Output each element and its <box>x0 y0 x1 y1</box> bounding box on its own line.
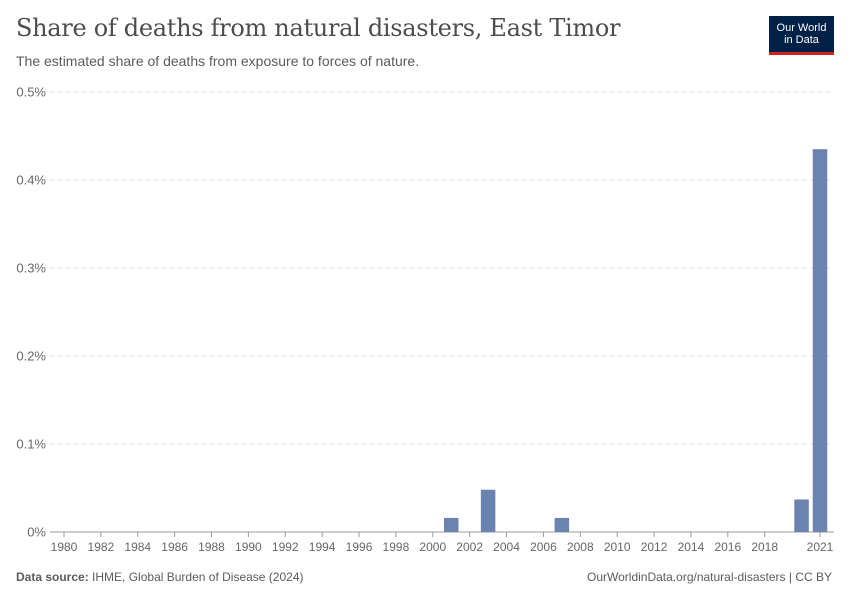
y-tick-label: 0% <box>27 525 46 540</box>
source-url[interactable]: OurWorldinData.org/natural-disasters | C… <box>587 570 832 584</box>
x-tick-label: 1980 <box>51 540 78 554</box>
chart-subtitle: The estimated share of deaths from expos… <box>16 53 420 69</box>
y-tick-label: 0.5% <box>16 85 46 100</box>
data-source-text[interactable]: IHME, Global Burden of Disease (2024) <box>92 570 304 584</box>
x-tick-label: 2012 <box>641 540 668 554</box>
bar-2021 <box>812 149 828 532</box>
y-tick-label: 0.1% <box>16 437 46 452</box>
x-tick-label: 1996 <box>346 540 373 554</box>
x-tick-label: 2010 <box>604 540 631 554</box>
bar-2003 <box>480 489 496 532</box>
x-tick-label: 2016 <box>714 540 741 554</box>
x-tick-label: 2006 <box>530 540 557 554</box>
owid-logo[interactable]: Our World in Data <box>769 16 834 55</box>
logo-line-1: Our World <box>776 22 827 34</box>
data-source-label: Data source: <box>16 570 89 584</box>
x-tick-label: 1994 <box>309 540 336 554</box>
y-tick-label: 0.3% <box>16 261 46 276</box>
x-tick-label: 2002 <box>456 540 483 554</box>
x-tick-label: 1988 <box>198 540 225 554</box>
x-tick-label: 2014 <box>678 540 705 554</box>
x-tick-label: 1982 <box>88 540 115 554</box>
x-tick-label: 1986 <box>161 540 188 554</box>
chart-title: Share of deaths from natural disasters, … <box>16 14 621 42</box>
x-tick-label: 2004 <box>493 540 520 554</box>
x-tick-label: 2000 <box>419 540 446 554</box>
y-tick-label: 0.2% <box>16 349 46 364</box>
x-tick-label: 2018 <box>751 540 778 554</box>
x-tick-label: 1990 <box>235 540 262 554</box>
x-tick-label: 1992 <box>272 540 299 554</box>
bar-2001 <box>443 517 459 532</box>
x-tick-label: 1998 <box>383 540 410 554</box>
bar-2007 <box>554 517 570 532</box>
x-tick-label: 2008 <box>567 540 594 554</box>
logo-line-2: in Data <box>784 34 819 46</box>
data-source: Data source: IHME, Global Burden of Dise… <box>16 570 303 584</box>
x-tick-label: 1984 <box>124 540 151 554</box>
bar-2020 <box>794 499 809 532</box>
y-tick-label: 0.4% <box>16 173 46 188</box>
x-tick-label: 2021 <box>807 540 834 554</box>
